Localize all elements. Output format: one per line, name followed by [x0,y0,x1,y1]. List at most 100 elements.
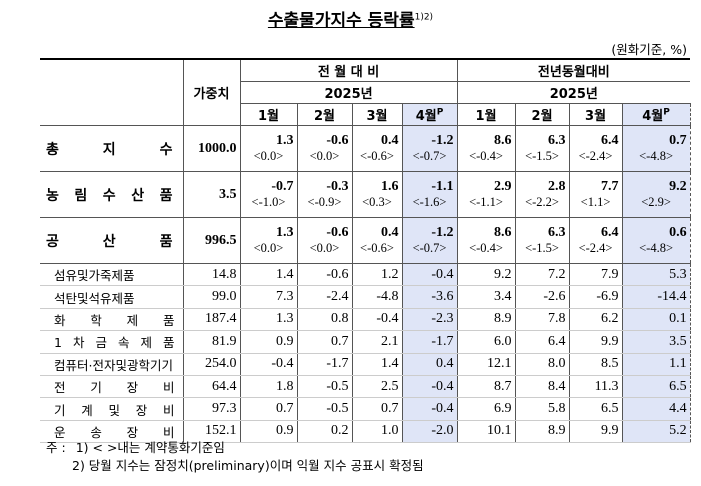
sub-row: 컴퓨터·전자및광학기기 254.0 -0.4 -1.7 1.4 0.4 12.1 8.0 8.5… [40,352,691,376]
value-cell: 8.6 <-0.4> [456,217,516,264]
row-label: 전 기 장 비 [40,374,184,399]
weight-header: 가중치 [182,58,241,126]
value-cell: -0.4 [401,374,458,399]
row-label: 공 산 품 [40,217,184,264]
contract-value: <0.0> [309,149,340,163]
month-header: 4월P [401,103,458,126]
value: 2.9 [494,179,512,194]
row-label: 1 차 금 속 제 품 [40,330,184,354]
value: -0.6 [326,133,349,148]
value-cell: 6.5 [621,374,691,399]
value-cell: 6.3 <-1.5> [514,125,570,172]
value-cell: 7.7 <1.1> [568,171,623,218]
notes: 주 : 1) < >내는 계약통화기준임 2) 당월 지수는 잠정치(prelimi… [46,439,424,475]
sub-row: 화 학 제 품 187.4 1.3 0.8 -0.4 -2.3 8.9 7.8 6.2 0.1 [40,307,691,332]
value-cell: -0.4 [401,397,458,421]
value-cell: 9.2 [456,262,516,287]
value-cell: -0.6 <0.0> [296,125,353,172]
value: 0.4 [381,133,399,148]
value: 6.4 [601,133,619,148]
value-cell: 6.0 [456,330,516,354]
month-header: 4월P [621,103,691,126]
weight-cell: 152.1 [182,419,241,444]
value-cell: 2.9 <-1.1> [456,171,516,218]
value-cell: 7.3 [239,285,298,309]
value-cell: 8.7 [456,374,516,399]
month-header: 1월 [240,103,298,126]
value-cell: 8.6 <-0.4> [456,125,516,172]
value: -0.6 [326,225,349,240]
value-cell: 6.2 [568,307,623,332]
value-cell: 3.4 [456,285,516,309]
value-cell: 12.1 [456,352,516,376]
value-cell: -6.9 [568,285,623,309]
value-cell: 8.9 [456,307,516,332]
value: 6.3 [548,225,566,240]
value-cell: 6.9 [456,397,516,421]
value-cell: 2.8 <-2.2> [514,171,570,218]
value-cell: -0.6 <0.0> [296,217,353,264]
contract-value: <0.0> [253,241,284,255]
contract-value: <-2.4> [578,241,613,255]
value: 0.6 [669,225,687,240]
prelim-mark: P [436,107,444,118]
value-cell: 0.7 [351,397,403,421]
value-cell: 0.8 [296,307,353,332]
value-cell: 9.9 [568,330,623,354]
value-cell: 1.8 [239,374,298,399]
value: 1.3 [276,133,294,148]
title-note: 1)2) [414,12,434,23]
value-cell: 1.4 [351,352,403,376]
contract-value: <-0.7> [412,149,447,163]
value: -0.7 [271,179,294,194]
price-table: 가중치 전 월 대 비 전년동월대비 2025년 2025년 1월 2월 3월 4월P 1월 2월 3… [40,58,691,444]
value: 7.7 [601,179,619,194]
value-cell: -2.4 [296,285,353,309]
contract-value: <-0.4> [469,149,503,163]
value-cell: 4.4 [621,397,691,421]
contract-value: <-4.8> [639,149,673,163]
value-cell: -0.4 [351,307,403,332]
weight-cell: 97.3 [182,397,241,421]
value-cell: 9.9 [568,419,623,444]
value-cell: 6.4 [514,330,570,354]
main-row: 농 림 수 산 품 3.5 -0.7 <-1.0> -0.3 <-0.9> 1.6 <0.3>… [40,171,691,218]
month-header: 2월 [296,103,353,126]
value: -1.2 [431,133,454,148]
value: -1.2 [431,225,454,240]
value-cell: 0.4 <-0.6> [351,217,403,264]
header-row: 1월 2월 3월 4월P 1월 2월 3월 4월P [40,103,691,126]
row-label: 기 계 및 장 비 [40,397,184,421]
value-cell: 8.5 [568,352,623,376]
value-cell: -1.7 [401,330,458,354]
value: 0.7 [669,133,687,148]
row-label: 컴퓨터·전자및광학기기 [40,352,184,376]
value: 0.4 [381,225,399,240]
row-label: 총 지 수 [40,125,184,172]
value-cell: 7.9 [568,262,623,287]
value-cell: 7.8 [514,307,570,332]
weight-cell: 187.4 [182,307,241,332]
value-cell: -2.6 [514,285,570,309]
table-body: 가중치 전 월 대 비 전년동월대비 2025년 2025년 1월 2월 3월 4월P 1월 2월 3… [40,58,691,444]
value-cell: 0.4 <-0.6> [351,125,403,172]
month-header: 3월 [351,103,403,126]
value-cell: -0.4 [401,262,458,287]
row-label: 농 림 수 산 품 [40,171,184,218]
note-line: 주 : 1) < >내는 계약통화기준임 [46,439,424,457]
value-cell: -0.5 [296,374,353,399]
value-cell: 1.4 [239,262,298,287]
value-cell: -1.7 [296,352,353,376]
value-cell: 1.6 <0.3> [351,171,403,218]
value-cell: 5.8 [514,397,570,421]
value-cell: 11.3 [568,374,623,399]
title-text: 수출물가지수 등락률 [267,11,415,31]
value-cell: 1.3 <0.0> [239,125,298,172]
contract-value: <-1.5> [525,241,559,255]
value-cell: 0.7 [239,397,298,421]
value-cell: -2.0 [401,419,458,444]
value-cell: 8.4 [514,374,570,399]
value-cell: -0.5 [296,397,353,421]
value-cell: -0.3 <-0.9> [296,171,353,218]
